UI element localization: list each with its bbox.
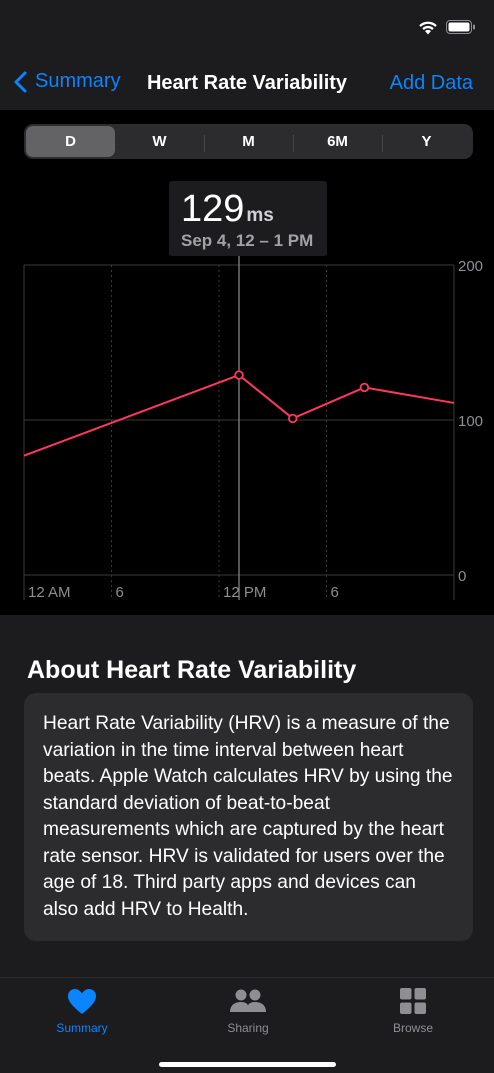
selection-tooltip: 129 ms Sep 4, 12 – 1 PM <box>169 181 327 256</box>
wifi-icon <box>419 21 437 35</box>
tab-sharing[interactable]: Sharing <box>193 986 303 1035</box>
about-card: Heart Rate Variability (HRV) is a measur… <box>24 693 473 941</box>
data-point <box>288 413 298 424</box>
status-bar <box>0 0 494 60</box>
status-icons <box>418 20 476 35</box>
tab-summary-label: Summary <box>56 1021 108 1035</box>
tab-browse-label: Browse <box>392 1021 433 1035</box>
chart-panel: D W M 6M Y 12 AM 6 12 PM 6 200 100 0 129 ms Sep… <box>0 110 494 615</box>
tab-sharing-label: Sharing <box>227 1021 269 1035</box>
heart-icon <box>68 988 96 1014</box>
x-tick-label: 12 PM <box>223 584 266 601</box>
segment-month[interactable]: M <box>204 126 293 157</box>
back-label: Summary <box>35 70 121 92</box>
chevron-left-icon <box>14 71 27 92</box>
tooltip-value: 129 <box>181 188 245 230</box>
tab-bar: Summary Sharing Browse <box>0 977 494 1073</box>
x-tick-label: 12 AM <box>28 584 71 601</box>
segment-6-months[interactable]: 6M <box>293 126 382 157</box>
y-tick-label: 200 <box>458 258 483 275</box>
page-title: Heart Rate Variability <box>146 72 348 94</box>
data-point <box>359 382 370 393</box>
home-indicator <box>159 1062 336 1067</box>
y-tick-label: 0 <box>458 568 466 585</box>
segment-week[interactable]: W <box>152 133 167 150</box>
time-range-control: D W M 6M Y <box>24 124 473 159</box>
about-section: About Heart Rate Variability Heart Rate … <box>0 615 494 977</box>
y-tick-label: 100 <box>458 413 483 430</box>
segment-year[interactable]: Y <box>382 126 471 157</box>
navigation-bar: Summary Heart Rate Variability Add Data <box>0 60 494 110</box>
x-tick-label: 6 <box>331 584 339 601</box>
grid-icon <box>400 988 426 1014</box>
battery-icon <box>446 20 475 34</box>
tab-browse[interactable]: Browse <box>358 986 468 1035</box>
back-button[interactable]: Summary <box>14 70 121 93</box>
segment-day[interactable]: D <box>26 126 115 157</box>
about-body: Heart Rate Variability (HRV) is a measur… <box>43 713 453 920</box>
hrv-line-chart[interactable]: 12 AM 6 12 PM 6 200 100 0 <box>0 110 494 615</box>
tooltip-date: Sep 4, 12 – 1 PM <box>181 231 314 250</box>
tab-summary[interactable]: Summary <box>27 986 137 1035</box>
tooltip-unit: ms <box>246 205 274 226</box>
x-tick-label: 6 <box>116 584 124 601</box>
add-data-button[interactable]: Add Data <box>389 72 473 94</box>
people-icon <box>230 989 266 1012</box>
about-title: About Heart Rate Variability <box>27 656 357 684</box>
data-point <box>234 370 244 380</box>
